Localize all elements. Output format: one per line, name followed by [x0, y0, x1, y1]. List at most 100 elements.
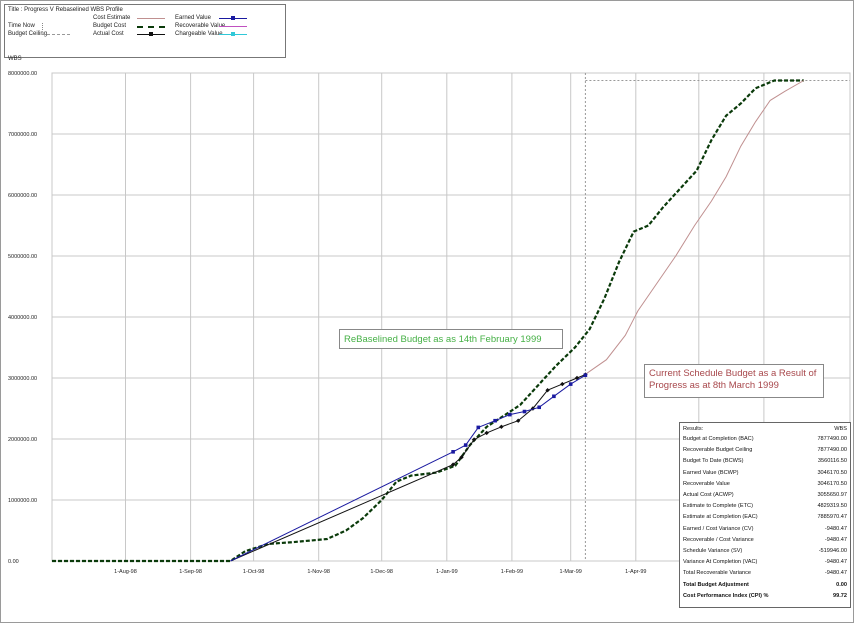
actual-cost-point [516, 418, 521, 423]
x-tick-label: 1-Feb-99 [501, 569, 523, 575]
earned-value-point [476, 425, 481, 430]
x-tick-label: 1-Dec-98 [370, 569, 393, 575]
rebaselined-annotation: ReBaselined Budget as as 14th February 1… [339, 329, 563, 349]
x-tick-label: 1-Oct-98 [243, 569, 264, 575]
actual-cost-point [560, 381, 565, 387]
results-row-value: -9480.47 [824, 536, 847, 543]
actual-cost-point [484, 430, 489, 436]
earned-value-series [230, 374, 586, 562]
current-schedule-annotation: Current Schedule Budget as a Result of P… [644, 364, 824, 398]
results-header: Results: WBS [683, 426, 847, 434]
legend-marker [231, 16, 235, 20]
legend-swatch [219, 32, 247, 36]
results-row: Budget at Completion (BAC) 7877490.00 [683, 436, 847, 444]
y-tick-label: 1000000.00 [8, 498, 37, 504]
results-row-label: Cost Performance Index (CPI) % [683, 592, 769, 599]
actual-cost-point [530, 406, 536, 411]
y-tick-label: 4000000.00 [8, 315, 37, 321]
results-row: Recoverable / Cost Variance -9480.47 [683, 537, 847, 545]
y-tick-label: 5000000.00 [8, 254, 37, 260]
legend-marker [231, 32, 235, 36]
legend-label: Time Now [8, 23, 35, 29]
actual-cost-point [459, 455, 464, 460]
y-tick-label: 0.00 [8, 559, 19, 565]
earned-value-point [552, 394, 556, 399]
results-row: Actual Cost (ACWP) 3055650.97 [683, 492, 847, 500]
results-row: Estimate to Complete (ETC) 4829319.50 [683, 503, 847, 511]
results-row-value: -9480.47 [824, 525, 847, 532]
legend-swatch [219, 26, 247, 27]
legend-swatch [42, 34, 70, 35]
actual-cost-point [471, 437, 477, 442]
results-row-label: Variance At Completion (VAC) [683, 559, 758, 566]
earned-value-point [451, 450, 455, 454]
actual-cost-series [230, 374, 586, 562]
results-row-label: Recoverable Budget Ceiling [683, 447, 753, 454]
cost-estimate-series [585, 80, 805, 375]
x-tick-label: 1-Sep-98 [179, 569, 202, 575]
earned-value-point [583, 373, 588, 377]
y-unit-label: WBS [8, 56, 22, 62]
results-row-value: 7877490.00 [817, 436, 847, 442]
results-row: Schedule Variance (SV) -519946.00 [683, 548, 847, 556]
results-row-label: Recoverable / Cost Variance [683, 536, 754, 543]
actual-cost-point [545, 388, 550, 393]
results-row-label: Estimate at Completion (EAC) [683, 514, 758, 521]
results-row-value: 7885970.47 [817, 514, 847, 521]
x-tick-label: 1-Aug-98 [114, 569, 137, 575]
results-row: Total Recoverable Variance -9480.47 [683, 570, 847, 578]
results-header-unit: WBS [834, 426, 847, 432]
legend-swatch [219, 16, 247, 20]
results-row-value: -9480.47 [824, 559, 847, 566]
current-schedule-line-1: Current Schedule Budget as a Result of [649, 368, 817, 379]
y-tick-label: 2000000.00 [8, 437, 37, 443]
legend-label: Recoverable Value [175, 23, 226, 29]
y-tick-label: 3000000.00 [8, 376, 37, 382]
legend-label: Budget Cost [93, 23, 127, 29]
legend-marker [149, 32, 153, 36]
y-tick-label: 8000000.00 [8, 71, 37, 77]
legend-label: Cost Estimate [93, 15, 131, 21]
results-row-value: 7877490.00 [817, 447, 847, 454]
results-header-label: Results: [683, 426, 704, 432]
results-row-label: Recoverable Value [683, 480, 730, 487]
results-row: Earned Value (BCWP) 3046170.50 [683, 470, 847, 478]
legend-swatch [42, 23, 44, 30]
results-row-label: Actual Cost (ACWP) [683, 492, 734, 498]
results-row-label: Earned Value (BCWP) [683, 469, 739, 476]
x-tick-label: 1-Nov-98 [307, 569, 330, 575]
results-row: Earned / Cost Variance (CV) -9480.47 [683, 526, 847, 534]
legend-label: Budget Ceiling [8, 31, 48, 37]
current-schedule-line-2: Progress as at 8th March 1999 [649, 380, 779, 391]
earned-value-point [493, 418, 497, 423]
results-row-label: Budget at Completion (BAC) [683, 436, 754, 442]
results-row-label: Earned / Cost Variance (CV) [683, 525, 754, 532]
results-row-value: -9480.47 [824, 570, 847, 577]
chart-legend: Title : Progress V Rebaselined WBS Profi… [4, 4, 286, 58]
results-row-label: Total Recoverable Variance [683, 570, 751, 577]
y-tick-label: 7000000.00 [8, 132, 37, 138]
legend-label: Earned Value [175, 15, 211, 21]
legend-label: Chargeable Value [175, 31, 223, 37]
earned-value-point [508, 412, 512, 417]
results-row: Cost Performance Index (CPI) % 99.72 [683, 593, 847, 601]
results-row-value: 3560116.50 [817, 458, 847, 465]
x-tick-label: 1-Jan-99 [436, 569, 458, 575]
results-row: Variance At Completion (VAC) -9480.47 [683, 559, 847, 567]
legend-swatch [137, 32, 165, 36]
results-row: Recoverable Value 3046170.50 [683, 481, 847, 489]
results-row: Total Budget Adjustment 0.00 [683, 582, 847, 590]
results-row-value: 99.72 [833, 592, 847, 599]
results-row-value: 3046170.50 [817, 480, 847, 487]
results-row-label: Schedule Variance (SV) [683, 548, 743, 554]
results-row-value: 0.00 [836, 581, 847, 588]
y-tick-label: 6000000.00 [8, 193, 37, 199]
budget-cost-series [52, 79, 804, 563]
x-tick-label: 1-Apr-99 [625, 569, 646, 575]
results-row-value: 3046170.50 [817, 469, 847, 476]
results-row-value: -519946.00 [818, 548, 847, 554]
chart-title: Title : Progress V Rebaselined WBS Profi… [8, 7, 123, 13]
earned-value-point [522, 409, 527, 414]
results-row: Recoverable Budget Ceiling 7877490.00 [683, 447, 847, 455]
results-row-label: Budget To Date (BCWS) [683, 458, 744, 465]
